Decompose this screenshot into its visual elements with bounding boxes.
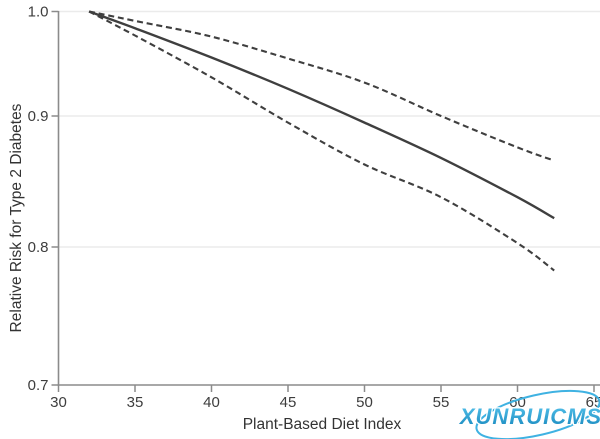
y-axis-title: Relative Risk for Type 2 Diabetes	[8, 103, 25, 332]
plot-area: 1.00.90.80.730 35 40 45 50 55 60 65	[28, 4, 600, 411]
y-tick-label: 0.9	[28, 108, 49, 125]
x-tick-label: 50	[356, 394, 373, 411]
y-tick-label: 0.7	[28, 377, 49, 394]
x-tick-label: 40	[203, 394, 220, 411]
x-tick-label: 45	[280, 394, 297, 411]
x-tick-label: 55	[433, 394, 450, 411]
watermark: XUNRUICMS	[457, 389, 600, 439]
x-tick-label: 30	[50, 394, 67, 411]
watermark-text: XUNRUICMS	[458, 404, 600, 429]
watermark-swoosh-icon	[475, 389, 600, 439]
y-tick-label: 1.0	[28, 4, 49, 21]
x-tick-label: 65	[586, 394, 600, 411]
upper-dashed-line	[88, 10, 555, 162]
y-tick-label: 0.8	[28, 239, 49, 256]
x-axis-title: Plant-Based Diet Index	[243, 416, 402, 433]
lower-dashed-line	[88, 10, 555, 272]
central-solid-line	[88, 10, 555, 220]
x-tick-label: 35	[127, 394, 144, 411]
